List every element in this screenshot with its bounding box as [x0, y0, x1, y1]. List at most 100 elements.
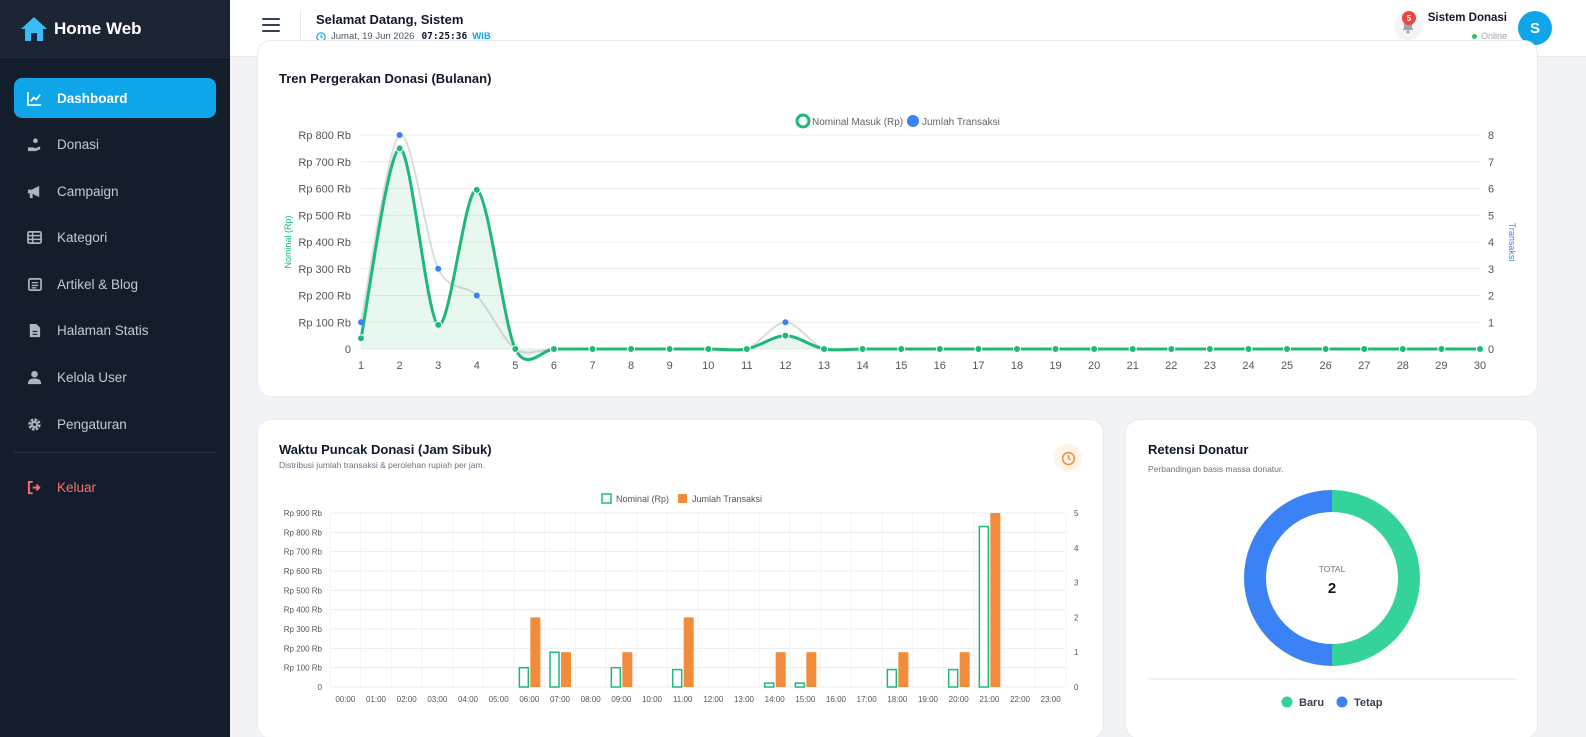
- y-left-tick-label: Rp 100 Rb: [298, 317, 351, 329]
- x-tick-label: 09:00: [611, 695, 632, 704]
- retention-card-subtitle: Perbandingan basis massa donatur.: [1148, 464, 1284, 474]
- menu-toggle-button[interactable]: [262, 18, 280, 36]
- point-nominal: [1283, 345, 1292, 353]
- user-status: Online: [1471, 31, 1507, 41]
- legend-label-transaksi: Jumlah Transaksi: [922, 117, 1000, 128]
- legend-label-tetap: Tetap: [1354, 697, 1383, 709]
- point-nominal: [1360, 345, 1369, 353]
- sidebar-item-label: Artikel & Blog: [57, 276, 139, 292]
- hand-holding-icon: [26, 137, 42, 153]
- peak-card-subtitle: Distribusi jumlah transaksi & perolehan …: [279, 460, 485, 470]
- sidebar-item-donasi[interactable]: Donasi: [14, 125, 216, 165]
- point-nominal: [1437, 345, 1446, 353]
- topbar-divider: [300, 10, 301, 47]
- y-left-tick-label: Rp 800 Rb: [298, 130, 351, 142]
- y-left-tick-label: 0: [345, 344, 351, 356]
- point-nominal: [1012, 345, 1021, 353]
- peak-card-title: Waktu Puncak Donasi (Jam Sibuk): [279, 442, 492, 457]
- y-left-tick-label: Rp 400 Rb: [298, 237, 351, 249]
- y-right-tick-label: 1: [1488, 317, 1494, 329]
- x-tick-label: 07:00: [550, 695, 571, 704]
- brand[interactable]: Home Web: [0, 0, 230, 58]
- donut-slice-baru: [1332, 490, 1420, 666]
- series-line-nominal: [359, 146, 1480, 362]
- x-tick-label: 18:00: [887, 695, 908, 704]
- legend-marker-nominal: [795, 113, 811, 129]
- y-right-tick-label: 3: [1488, 264, 1494, 276]
- user-status-text: Online: [1480, 31, 1507, 41]
- trend-card: Tren Pergerakan Donasi (Bulanan) 0 Rp 100…: [257, 40, 1538, 397]
- trend-card-title: Tren Pergerakan Donasi (Bulanan): [279, 71, 492, 86]
- bar-transaksi: [990, 513, 1001, 687]
- bar-transaksi: [622, 652, 633, 687]
- point-nominal: [781, 331, 790, 340]
- x-tick-label: 22: [1165, 360, 1177, 372]
- sign-out-icon: [26, 479, 42, 495]
- y-right-tick-label: 0: [1074, 683, 1079, 692]
- newspaper-icon: [26, 276, 42, 292]
- bar-transaksi: [775, 652, 786, 687]
- x-tick-label: 14: [856, 360, 868, 372]
- chart-line-icon: [26, 90, 42, 106]
- x-tick-label: 24: [1242, 360, 1254, 372]
- x-tick-label: 8: [628, 360, 634, 372]
- x-tick-label: 1: [358, 360, 364, 372]
- x-tick-label: 10:00: [642, 695, 663, 704]
- y-right-tick-label: 8: [1488, 130, 1494, 142]
- sidebar-item-kelola-user[interactable]: Kelola User: [14, 358, 216, 398]
- legend-marker-tetap: [1336, 696, 1348, 708]
- x-tick-label: 05:00: [489, 695, 510, 704]
- sidebar-item-pengaturan[interactable]: Pengaturan: [14, 404, 216, 444]
- x-tick-label: 17: [972, 360, 984, 372]
- retention-chart: TOTAL 2 Baru Tetap: [1148, 490, 1517, 709]
- sidebar-item-campaign[interactable]: Campaign: [14, 171, 216, 211]
- x-tick-label: 19: [1049, 360, 1061, 372]
- point-nominal: [434, 320, 443, 329]
- bar-nominal: [978, 525, 990, 688]
- y-right-tick-label: 4: [1488, 237, 1494, 249]
- y-left-tick-label: Rp 600 Rb: [284, 567, 323, 576]
- logout-button[interactable]: Keluar: [14, 467, 216, 507]
- sidebar-item-label: Dashboard: [57, 90, 128, 106]
- retention-card: Retensi Donatur Perbandingan basis massa…: [1125, 419, 1538, 737]
- notification-badge: 5: [1402, 11, 1416, 25]
- point-nominal: [1205, 345, 1214, 353]
- clock-icon: [1061, 451, 1075, 465]
- user-name[interactable]: Sistem Donasi: [1427, 12, 1507, 24]
- point-nominal: [1090, 345, 1099, 353]
- point-nominal: [511, 345, 520, 353]
- sidebar-item-halaman-statis[interactable]: Halaman Statis: [14, 311, 216, 351]
- donut-center-value: 2: [1328, 580, 1336, 597]
- x-tick-label: 29: [1435, 360, 1447, 372]
- y-left-tick-label: Rp 700 Rb: [284, 548, 323, 557]
- bar-nominal: [610, 666, 622, 688]
- x-tick-label: 01:00: [366, 695, 387, 704]
- avatar[interactable]: S: [1518, 11, 1552, 45]
- point-nominal: [1476, 345, 1484, 353]
- y-right-tick-label: 3: [1074, 579, 1079, 588]
- bar-transaksi: [683, 617, 694, 687]
- legend-marker-transaksi: [678, 494, 687, 503]
- y-right-tick-label: 5: [1074, 509, 1079, 518]
- x-tick-label: 25: [1281, 360, 1293, 372]
- sidebar-item-dashboard[interactable]: Dashboard: [14, 78, 216, 118]
- point-nominal: [472, 185, 481, 194]
- peak-clock-button[interactable]: [1054, 444, 1082, 472]
- x-tick-label: 5: [512, 360, 518, 372]
- sidebar-nav: Dashboard Donasi Campaign Kategori Artik…: [0, 58, 230, 507]
- sidebar-item-artikel[interactable]: Artikel & Blog: [14, 264, 216, 304]
- y-left-tick-label: Rp 300 Rb: [298, 264, 351, 276]
- y-left-tick-label: Rp 500 Rb: [298, 210, 351, 222]
- sidebar-item-kategori[interactable]: Kategori: [14, 218, 216, 258]
- time-text: 07:25:36: [421, 31, 468, 42]
- x-tick-label: 2: [397, 360, 403, 372]
- x-tick-label: 03:00: [427, 695, 448, 704]
- x-tick-label: 11: [741, 360, 752, 372]
- x-tick-label: 17:00: [857, 695, 878, 704]
- bar-nominal: [947, 668, 959, 688]
- point-nominal: [1321, 345, 1330, 353]
- y-left-tick-label: Rp 400 Rb: [284, 606, 323, 615]
- x-tick-label: 27: [1358, 360, 1370, 372]
- y-left-tick-label: Rp 800 Rb: [284, 528, 323, 537]
- trend-chart: 0 Rp 100 Rb Rp 200 Rb Rp 300 Rb Rp 400 Rb Rp …: [283, 113, 1517, 372]
